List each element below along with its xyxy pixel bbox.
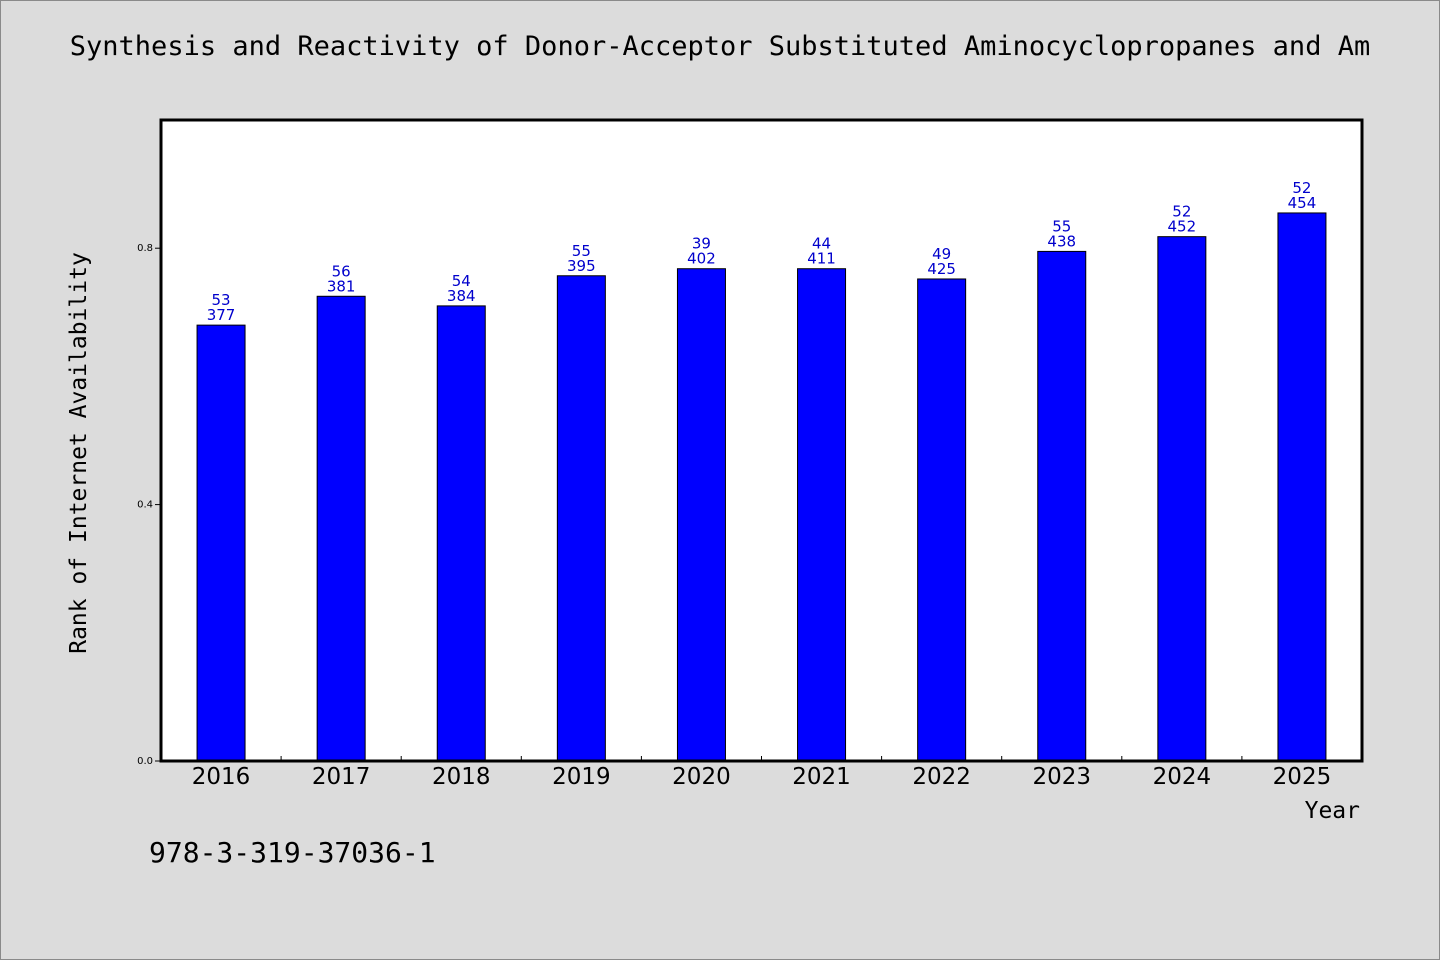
bar [1277, 212, 1327, 762]
isbn-text: 978-3-319-37036-1 [149, 836, 436, 869]
bar [196, 324, 246, 762]
data-label-bottom: 425 [927, 260, 956, 278]
data-label-top: 49 [932, 245, 951, 263]
data-label-bottom: 452 [1168, 218, 1197, 236]
x-tick-label: 2018 [432, 764, 491, 790]
x-tick-label: 2023 [1032, 764, 1091, 790]
x-tick-label: 2021 [792, 764, 851, 790]
data-label-top: 39 [692, 235, 711, 253]
data-label-bottom: 402 [687, 250, 716, 268]
data-label-bottom: 384 [447, 287, 476, 305]
data-label-top: 55 [572, 242, 591, 260]
x-tick-label: 2022 [912, 764, 971, 790]
bar [917, 278, 967, 762]
chart-title: Synthesis and Reactivity of Donor-Accept… [69, 31, 1371, 62]
bar [1037, 250, 1087, 762]
bar [797, 268, 847, 762]
data-label-top: 56 [332, 262, 351, 280]
y-tick-label: 0.0 [137, 756, 153, 767]
x-tick-label: 2024 [1153, 764, 1212, 790]
data-label-top: 54 [452, 272, 471, 290]
x-tick-label: 2019 [552, 764, 611, 790]
data-label-top: 44 [812, 235, 831, 253]
data-label-bottom: 381 [327, 277, 356, 295]
x-tick-label: 2016 [192, 764, 251, 790]
bar [556, 275, 606, 762]
bar [436, 305, 486, 762]
x-tick-label: 2020 [672, 764, 731, 790]
data-label-bottom: 411 [807, 250, 836, 268]
y-tick-label: 0.8 [137, 243, 153, 254]
bar [1157, 236, 1207, 762]
x-tick-label: 2017 [312, 764, 371, 790]
data-label-top: 55 [1052, 217, 1071, 235]
ticks-layer: 2016 2017 2018 2019 2020 2021 2022 2023 2024 2025… [137, 243, 1331, 790]
data-label-bottom: 438 [1047, 232, 1076, 250]
data-label-top: 52 [1292, 179, 1311, 197]
x-axis-title: Year [1305, 798, 1360, 824]
bar [316, 295, 366, 762]
y-tick-label: 0.4 [137, 500, 153, 511]
data-label-top: 53 [212, 291, 231, 309]
data-label-bottom: 377 [207, 306, 236, 324]
y-axis-title: Rank of Internet Availability [66, 252, 92, 654]
bars-layer [196, 212, 1327, 762]
data-label-bottom: 454 [1288, 194, 1317, 212]
data-label-bottom: 395 [567, 257, 596, 275]
data-label-top: 52 [1172, 203, 1191, 221]
x-tick-label: 2025 [1273, 764, 1332, 790]
bar [676, 268, 726, 762]
